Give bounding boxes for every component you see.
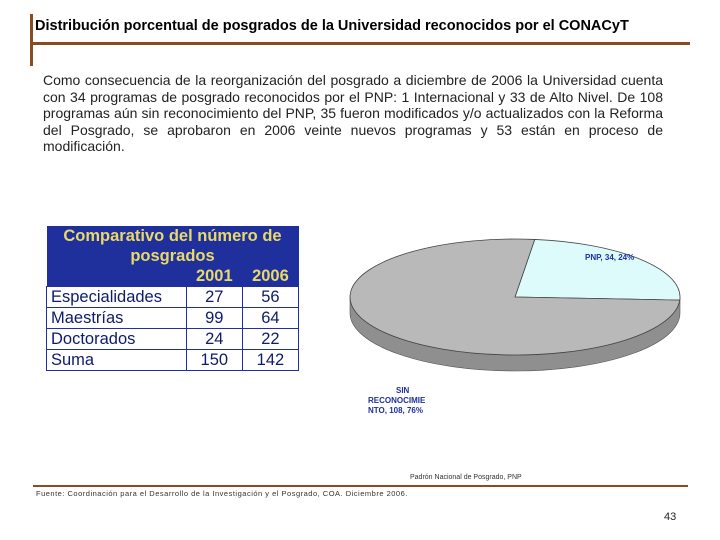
table-title-row: Comparativo del número de	[47, 226, 299, 246]
page-title: Distribución porcentual de posgrados de …	[35, 18, 629, 34]
comparison-table: Comparativo del número de posgrados 2001…	[46, 226, 299, 371]
pie-slice-pnp	[515, 239, 680, 300]
row-value-2006: 56	[242, 287, 298, 308]
row-value-2006: 142	[242, 350, 298, 371]
header-empty-cell	[47, 266, 187, 287]
table-row: Maestrías 99 64	[47, 308, 299, 329]
row-label: Maestrías	[47, 308, 187, 329]
pie-label-sin-reconocimiento: SIN RECONOCIMIE NTO, 108, 76%	[368, 386, 426, 415]
row-label: Suma	[47, 350, 187, 371]
title-bar: Distribución porcentual de posgrados de …	[30, 14, 690, 64]
table-row: Especialidades 27 56	[47, 287, 299, 308]
header-2001: 2001	[186, 266, 242, 287]
table-title-line2: posgrados	[47, 246, 299, 266]
footer-rule	[33, 485, 688, 487]
table-row: Suma 150 142	[47, 350, 299, 371]
header-2006: 2006	[242, 266, 298, 287]
table-title-row-2: posgrados	[47, 246, 299, 266]
source-note: Fuente: Coordinación para el Desarrollo …	[36, 489, 408, 498]
row-value-2001: 27	[186, 287, 242, 308]
table-row: Doctorados 24 22	[47, 329, 299, 350]
row-value-2001: 24	[186, 329, 242, 350]
table-header-row: 2001 2006	[47, 266, 299, 287]
row-value-2001: 150	[186, 350, 242, 371]
body-paragraph: Como consecuencia de la reorganización d…	[43, 72, 663, 155]
pie-chart: PNP, 34, 24% SIN RECONOCIMIE NTO, 108, 76%	[340, 215, 690, 430]
title-horizontal-rule	[30, 42, 690, 45]
title-vertical-rule	[30, 14, 33, 66]
page-number: 43	[664, 511, 676, 523]
row-value-2006: 22	[242, 329, 298, 350]
row-label: Especialidades	[47, 287, 187, 308]
row-value-2006: 64	[242, 308, 298, 329]
row-value-2001: 99	[186, 308, 242, 329]
table-title-line1: Comparativo del número de	[47, 226, 299, 246]
chart-source: Padrón Nacional de Posgrado, PNP	[410, 474, 522, 481]
pie-label-pnp: PNP, 34, 24%	[585, 253, 634, 262]
row-label: Doctorados	[47, 329, 187, 350]
